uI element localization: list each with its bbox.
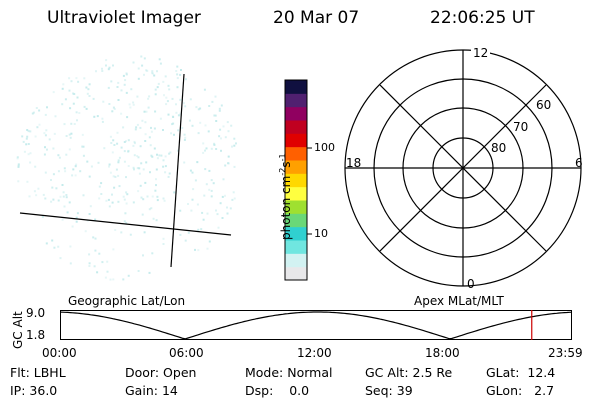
time-tick-1200: 12:00 [297, 346, 332, 360]
mlat-label-80: 80 [491, 141, 507, 155]
observation-time: 22:06:25 UT [430, 8, 535, 28]
longitude-line [170, 73, 185, 268]
colorbar-band [285, 80, 307, 94]
colorbar-band [285, 226, 307, 241]
info-gain: Gain: 14 [125, 383, 178, 398]
geographic-label: Geographic Lat/Lon [68, 294, 186, 308]
aurora-speckle-field [16, 55, 237, 281]
colorbar-tick-label-100: 100 [314, 141, 335, 154]
info-ip: IP: 36.0 [10, 383, 58, 398]
mlat-label-70: 70 [513, 120, 529, 134]
instrument-title: Ultraviolet Imager [47, 8, 201, 28]
mlt-label-6: 6 [575, 156, 583, 170]
colorbar-unit-label: photon cm-2s-1 [278, 153, 293, 240]
info-seq: Seq: 39 [365, 383, 413, 398]
colorbar-band [285, 240, 307, 254]
time-tick-0000: 00:00 [42, 346, 77, 360]
info-door: Door: Open [125, 365, 197, 380]
colorbar-band [285, 93, 307, 108]
info-gc-alt: GC Alt: 2.5 Re [365, 365, 453, 380]
colorbar-band [285, 133, 307, 148]
colorbar-band [285, 160, 307, 174]
colorbar-band [285, 106, 307, 121]
polar-diagonal-2 [379, 84, 547, 252]
observation-date: 20 Mar 07 [273, 8, 360, 28]
time-tick-2359: 23:59 [548, 346, 583, 360]
altitude-timeline [59, 310, 573, 340]
colorbar-band [285, 253, 307, 268]
mlt-label-0: 0 [467, 277, 475, 291]
info-dsp: Dsp: 0.0 [245, 383, 310, 398]
info-mode: Mode: Normal [245, 365, 333, 380]
alt-y-low: 1.8 [26, 328, 46, 342]
time-tick-1800: 18:00 [425, 346, 460, 360]
mlt-label-12: 12 [471, 46, 491, 60]
colorbar-band [285, 120, 307, 134]
colorbar-band [285, 200, 307, 214]
info-glon: GLon: 2.7 [486, 383, 555, 398]
altitude-curve [59, 311, 573, 340]
colorbar-band [285, 186, 307, 201]
alt-y-high: 9.0 [26, 306, 46, 320]
mlat-label-60: 60 [536, 98, 552, 112]
colorbar-band [285, 266, 307, 281]
alt-axis-title: GC Alt [11, 311, 25, 349]
time-tick-0600: 06:00 [169, 346, 204, 360]
colorbar-band [285, 173, 307, 188]
apex-label: Apex MLat/MLT [414, 294, 504, 308]
info-glat: GLat: 12.4 [486, 365, 556, 380]
colorbar-tick-label-10: 10 [314, 227, 328, 240]
mlt-label-18: 18 [346, 156, 362, 170]
latitude-line [19, 212, 232, 236]
intensity-colorbar [284, 79, 312, 281]
polar-mlt-plot [344, 49, 582, 287]
info-flt: Flt: LBHL [10, 365, 66, 380]
uv-image-globe [16, 55, 237, 281]
colorbar-band [285, 213, 307, 228]
colorbar-band [285, 146, 307, 161]
